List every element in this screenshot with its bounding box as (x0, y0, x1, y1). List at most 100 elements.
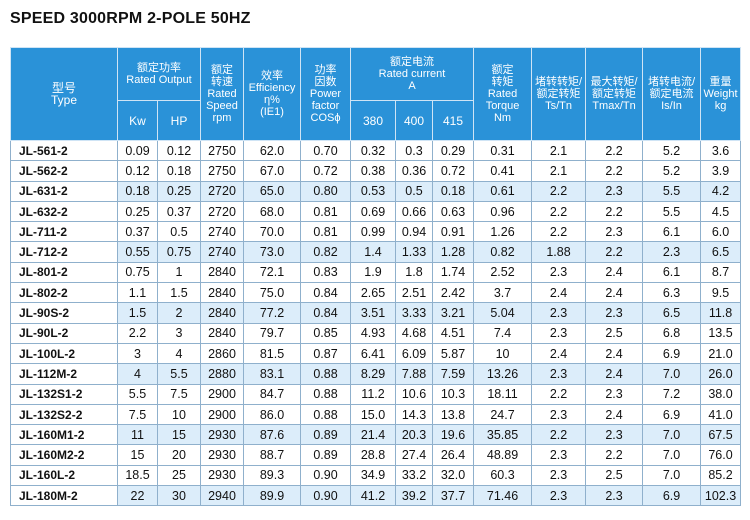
model-cell: JL-160L-2 (10, 464, 118, 487)
value-cell: 0.55 (117, 241, 158, 263)
header-line: 转矩 (491, 76, 514, 88)
value-cell: 15 (157, 424, 201, 446)
value-cell: 30 (157, 485, 201, 507)
header-line: COSϕ (310, 112, 341, 124)
model-cell: JL-112M-2 (10, 363, 118, 385)
value-cell: 2840 (200, 282, 244, 304)
value-cell: 2.2 (531, 200, 587, 223)
header-line: 重量 (709, 76, 732, 88)
value-cell: 2.2 (531, 221, 587, 243)
value-cell: 72.1 (243, 261, 301, 284)
header-cell: 415 (431, 100, 475, 141)
value-cell: 0.72 (431, 160, 475, 182)
value-cell: 4 (157, 342, 201, 365)
header-cell: 重量 Weight kg (700, 47, 742, 141)
value-cell: 26.4 (431, 444, 475, 466)
value-cell: 102.3 (700, 485, 742, 507)
header-line: Rated (487, 88, 518, 100)
value-cell: 5.5 (117, 383, 158, 405)
value-cell: 2.3 (531, 444, 587, 466)
table-body: JL-561-2 0.09 0.12 2750 62.0 0.70 0.32 0.3 0.29 0… (10, 139, 742, 507)
value-cell: 25 (157, 464, 201, 487)
value-cell: 7.5 (117, 403, 158, 426)
value-cell: 34.9 (350, 464, 396, 487)
value-cell: 41.0 (700, 403, 742, 426)
value-cell: 0.88 (300, 383, 351, 405)
table-row: JL-802-2 1.1 1.5 2840 75.0 0.84 2.65 2.51 2.42 3.… (10, 282, 742, 304)
value-cell: 0.75 (117, 261, 158, 284)
value-cell: 70.0 (243, 221, 301, 243)
value-cell: 0.85 (300, 322, 351, 344)
model-cell: JL-160M2-2 (10, 444, 118, 466)
value-cell: 76.0 (700, 444, 742, 466)
value-cell: 1.4 (350, 241, 396, 263)
value-cell: 21.0 (700, 342, 742, 365)
model-cell: JL-631-2 (10, 180, 118, 202)
table-row: JL-132S1-2 5.5 7.5 2900 84.7 0.88 11.2 10.6 10.3… (10, 383, 742, 405)
value-cell: 0.82 (473, 241, 533, 263)
header-line: (IE1) (260, 106, 284, 118)
header-line: kg (714, 100, 727, 112)
value-cell: 2.52 (473, 261, 533, 284)
value-cell: 0.61 (473, 180, 533, 202)
value-cell: 2.3 (531, 363, 587, 385)
value-cell: 10 (473, 342, 533, 365)
table-row: JL-561-2 0.09 0.12 2750 62.0 0.70 0.32 0.3 0.29 0… (10, 139, 742, 162)
value-cell: 6.5 (642, 302, 702, 324)
value-cell: 0.75 (157, 241, 201, 263)
header-cell: 最大转矩/额定转矩 Tmax/Tn (585, 47, 644, 141)
value-cell: 67.0 (243, 160, 301, 182)
header-cell: 堵转电流/额定电流 Is/In (642, 47, 702, 141)
value-cell: 7.0 (642, 424, 702, 446)
value-cell: 0.63 (431, 200, 475, 223)
model-cell: JL-561-2 (10, 139, 118, 162)
header-line: 堵转转矩/ (534, 76, 583, 88)
value-cell: 0.70 (300, 139, 351, 162)
value-cell: 2.3 (585, 424, 644, 446)
value-cell: 2.1 (531, 139, 587, 162)
value-cell: 2.2 (585, 200, 644, 223)
model-cell: JL-632-2 (10, 200, 118, 223)
value-cell: 3.33 (395, 302, 433, 324)
value-cell: 1.88 (531, 241, 587, 263)
value-cell: 2.42 (431, 282, 475, 304)
value-cell: 0.12 (117, 160, 158, 182)
value-cell: 20 (157, 444, 201, 466)
table-row: JL-711-2 0.37 0.5 2740 70.0 0.81 0.99 0.94 0.91 1… (10, 221, 742, 243)
value-cell: 0.5 (395, 180, 433, 202)
value-cell: 8.29 (350, 363, 396, 385)
value-cell: 2.5 (585, 464, 644, 487)
value-cell: 1.9 (350, 261, 396, 284)
value-cell: 37.7 (431, 485, 475, 507)
value-cell: 24.7 (473, 403, 533, 426)
value-cell: 0.89 (300, 424, 351, 446)
value-cell: 3.7 (473, 282, 533, 304)
header-cell: 额定电流 Rated current A (349, 47, 475, 101)
value-cell: 28.8 (350, 444, 396, 466)
value-cell: 5.5 (642, 200, 702, 223)
value-cell: 2.4 (531, 282, 587, 304)
value-cell: 7.4 (473, 322, 533, 344)
value-cell: 0.69 (350, 200, 396, 223)
value-cell: 48.89 (473, 444, 533, 466)
value-cell: 5.5 (157, 363, 201, 385)
table-row: JL-801-2 0.75 1 2840 72.1 0.83 1.9 1.8 1.74 2.52 2… (10, 261, 742, 284)
value-cell: 4.93 (350, 322, 396, 344)
value-cell: 0.31 (473, 139, 533, 162)
value-cell: 39.2 (395, 485, 433, 507)
value-cell: 10 (157, 403, 201, 426)
value-cell: 0.25 (157, 180, 201, 202)
value-cell: 0.37 (117, 221, 158, 243)
model-cell: JL-132S2-2 (10, 403, 118, 426)
value-cell: 6.09 (395, 342, 433, 365)
value-cell: 6.0 (700, 221, 742, 243)
value-cell: 0.90 (300, 464, 351, 487)
value-cell: 2.2 (531, 424, 587, 446)
value-cell: 1.5 (157, 282, 201, 304)
table-row: JL-160M1-2 11 15 2930 87.6 0.89 21.4 20.3 19.6 35… (10, 424, 742, 446)
value-cell: 7.0 (642, 363, 702, 385)
value-cell: 4.5 (700, 200, 742, 223)
value-cell: 11.8 (700, 302, 742, 324)
value-cell: 87.6 (243, 424, 301, 446)
header-cell: 380 (350, 100, 396, 141)
